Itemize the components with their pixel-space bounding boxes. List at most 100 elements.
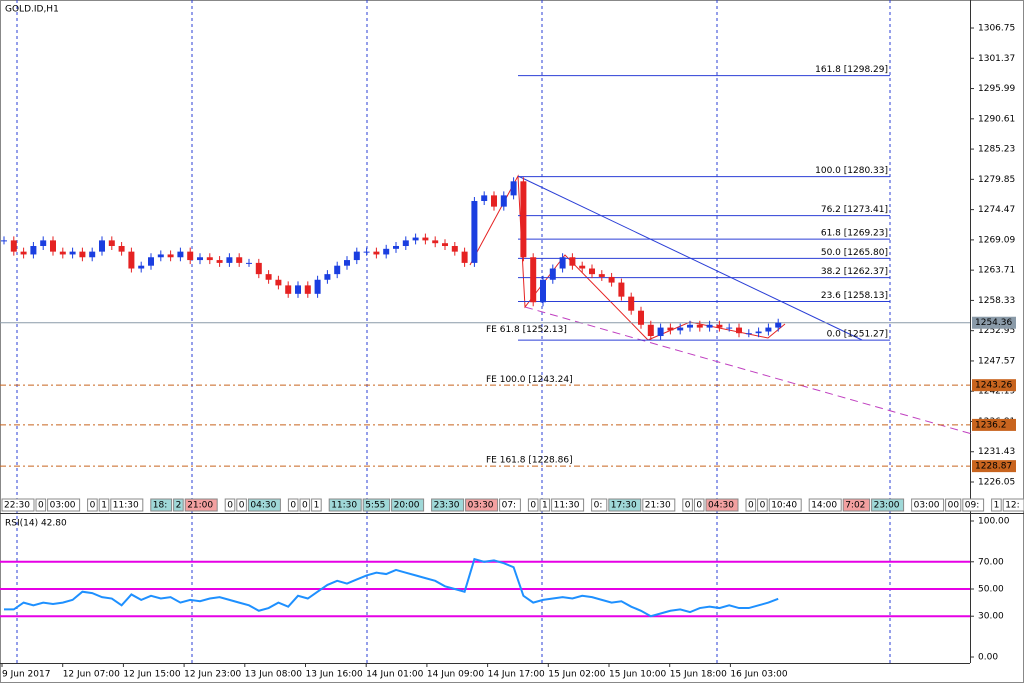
candle-body (745, 333, 752, 335)
time-marker (98, 498, 110, 512)
candle-body (569, 257, 576, 266)
candle-body (540, 279, 546, 303)
fib-label: 23.6 [1258.13] (821, 291, 888, 301)
candle-body (265, 274, 272, 280)
candle-body (461, 251, 468, 263)
candle-body (481, 195, 488, 202)
candle-body (726, 327, 733, 329)
candle-body (471, 201, 478, 263)
candle-body (706, 324, 713, 328)
time-marker-label: 1 (994, 501, 1000, 511)
fib-label: 61.8 [1269.23] (821, 229, 888, 239)
time-marker (150, 498, 173, 512)
time-marker-label: 0 (685, 501, 691, 511)
candle-body (128, 251, 135, 269)
time-marker-label: 0 (38, 501, 44, 511)
time-marker-label: 11:30 (113, 501, 139, 511)
candle-body (216, 260, 223, 263)
rsi-line (4, 557, 779, 618)
time-marker (911, 498, 945, 512)
time-marker (945, 498, 962, 512)
candle-body (510, 181, 517, 196)
y-tick-label: 1285.23 (978, 145, 1015, 155)
fib-label: 161.8 [1298.29] (815, 65, 888, 75)
time-marker-label: 14:00 (811, 501, 837, 511)
y-tick-label: 70.00 (978, 557, 1004, 567)
candle-body (206, 257, 213, 261)
time-marker (682, 498, 693, 512)
candle-body (412, 237, 419, 241)
candle-body (344, 260, 350, 266)
time-marker-label: 11:30 (331, 501, 357, 511)
y-tick-label: 1252.95 (978, 326, 1015, 336)
candle-body (108, 240, 115, 247)
candle-body (79, 251, 86, 258)
y-tick-label: 100.00 (978, 516, 1010, 526)
candle-body (177, 251, 184, 258)
time-marker (871, 498, 905, 512)
candle-body (255, 262, 262, 275)
candle-body (59, 251, 66, 255)
candle-body (373, 251, 380, 255)
candle-body (10, 240, 17, 252)
candle-body (304, 285, 311, 294)
x-tick-label: 14 Jun 09:00 (427, 670, 484, 680)
x-tick-label: 15 Jun 10:00 (609, 670, 666, 680)
candle-body (69, 251, 76, 255)
time-marker-label: 00 (948, 501, 960, 511)
time-marker (328, 498, 362, 512)
candle-body (422, 237, 429, 241)
time-marker (173, 498, 184, 512)
fe-label: FE 100.0 [1243.24] (486, 375, 573, 385)
candle-body (628, 296, 635, 311)
fib-label: 100.0 [1280.33] (815, 166, 888, 176)
candle-body (187, 251, 194, 261)
time-marker-label: 0 (239, 501, 245, 511)
time-marker (768, 498, 802, 512)
candle-body (89, 251, 96, 258)
candle-body (1, 240, 7, 242)
x-tick-label: 12 Jun 23:00 (184, 670, 241, 680)
time-marker-label: 18: (153, 501, 167, 511)
candle-body (40, 240, 47, 247)
y-tick-label: 0.00 (978, 653, 998, 663)
candle-body (598, 274, 605, 277)
fe-label: FE 61.8 [1252.13] (486, 325, 567, 335)
candle-body (167, 254, 174, 258)
time-marker (110, 498, 144, 512)
y-tick-label: 1247.57 (978, 356, 1015, 366)
time-marker-label: 1 (542, 501, 548, 511)
candle-body (520, 181, 527, 258)
candle-body (530, 257, 537, 303)
candle-body (491, 195, 497, 207)
time-marker (431, 498, 465, 512)
candle-body (696, 324, 703, 328)
candle-body (736, 327, 742, 334)
candle-body (226, 257, 233, 263)
time-marker-label: 21:00 (187, 501, 213, 511)
time-marker-label: 21:30 (645, 501, 671, 511)
x-tick-label: 15 Jun 02:00 (548, 670, 605, 680)
candle-body (20, 251, 27, 255)
candle-body (451, 246, 458, 252)
time-marker-label: 7:02 (845, 501, 865, 511)
day-separators (16, 0, 891, 663)
y-tick-label: 1290.61 (978, 114, 1015, 124)
time-marker (247, 498, 281, 512)
fib-label: 76.2 [1273.41] (821, 205, 888, 215)
candle-body (236, 257, 243, 263)
candle-body (608, 276, 615, 283)
time-marker (705, 498, 739, 512)
candle-body (549, 268, 556, 280)
time-marker (808, 498, 842, 512)
x-tick-label: 16 Jun 03:00 (730, 670, 787, 680)
candle-body (500, 195, 507, 207)
symbol-title: GOLD.ID,H1 (5, 5, 59, 15)
candle-body (99, 240, 105, 252)
candle-body (118, 246, 125, 252)
candle-body (334, 265, 341, 275)
candle-body (638, 310, 644, 325)
time-marker-label: 12: (1005, 501, 1019, 511)
